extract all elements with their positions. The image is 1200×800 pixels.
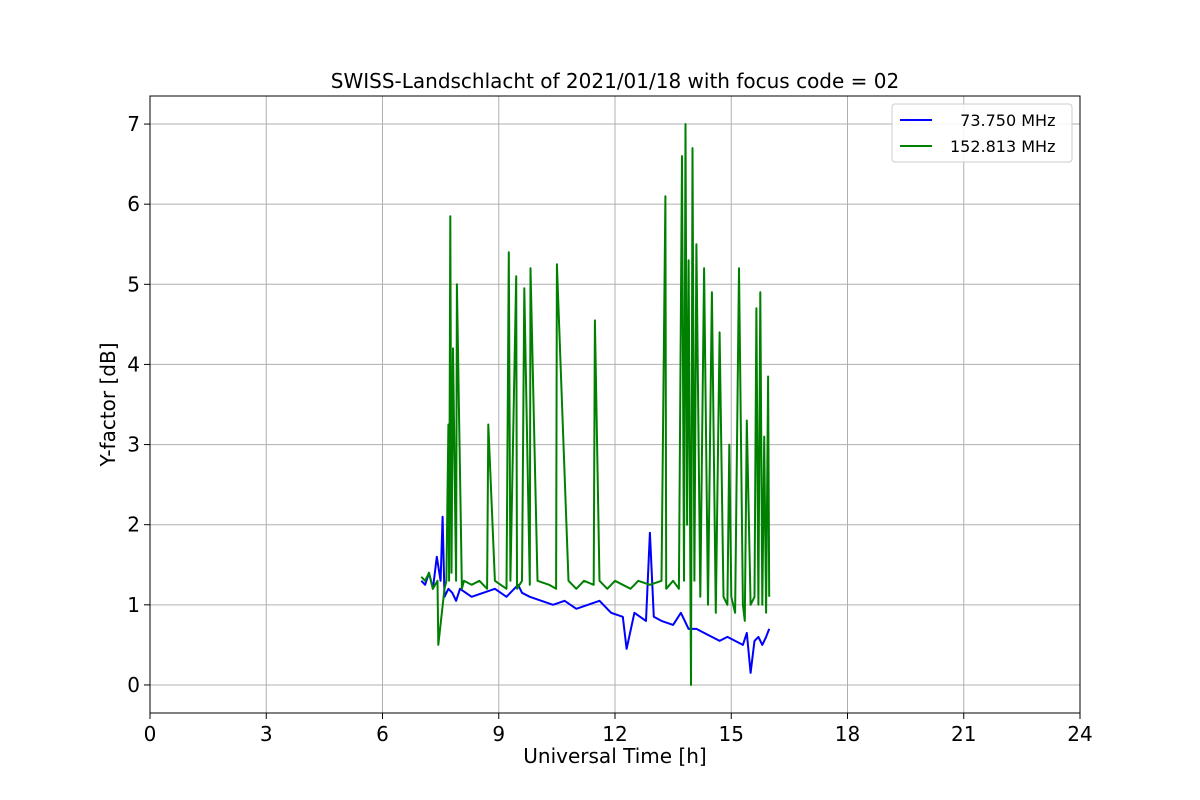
x-tick-label: 6 [376, 722, 389, 746]
series-layer [420, 123, 771, 686]
legend-label-0: 73.750 MHz [950, 111, 1055, 130]
y-tick-label: 2 [127, 513, 140, 537]
x-tick-label: 3 [260, 722, 273, 746]
legend-label-1: 152.813 MHz [950, 137, 1055, 156]
x-tick-label: 24 [1067, 722, 1092, 746]
series-line-0 [420, 515, 771, 674]
y-tick-label: 7 [127, 112, 140, 136]
x-tick-label: 15 [719, 722, 744, 746]
series-line-1 [420, 123, 771, 686]
x-tick-label: 9 [492, 722, 505, 746]
x-tick-label: 0 [144, 722, 157, 746]
y-tick-label: 3 [127, 433, 140, 457]
y-tick-label: 0 [127, 673, 140, 697]
x-tick-label: 12 [602, 722, 627, 746]
legend-box [891, 103, 1073, 163]
x-axis-label: Universal Time [h] [523, 744, 706, 768]
x-tick-label: 21 [951, 722, 976, 746]
y-tick-label: 6 [127, 192, 140, 216]
y-tick-label: 1 [127, 593, 140, 617]
y-axis-label: Y-factor [dB] [96, 342, 120, 467]
x-tick-label: 18 [835, 722, 860, 746]
y-tick-label: 4 [127, 352, 140, 376]
y-tick-label: 5 [127, 272, 140, 296]
chart-title: SWISS-Landschlacht of 2021/01/18 with fo… [331, 69, 899, 93]
legend: 73.750 MHz 152.813 MHz [891, 103, 1073, 163]
